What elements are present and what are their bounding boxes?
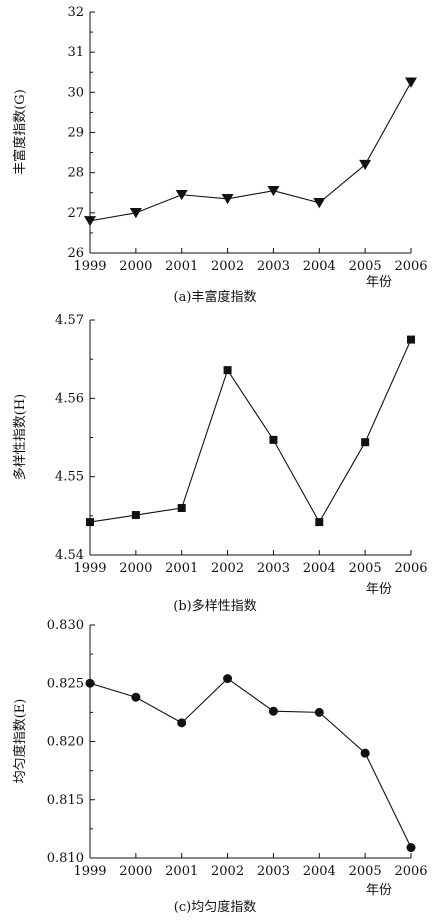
data-point <box>221 193 234 205</box>
data-point <box>406 843 416 853</box>
data-point <box>131 511 140 520</box>
x-tick-label: 2004 <box>303 864 336 879</box>
x-tick-label: 1999 <box>73 259 106 274</box>
data-point <box>267 185 280 197</box>
x-tick-label: 2000 <box>119 864 152 879</box>
x-tick-label: 2006 <box>394 864 427 879</box>
y-axis-title: 多样性指数(H) <box>12 394 28 480</box>
data-point <box>407 335 415 344</box>
data-point <box>268 706 278 716</box>
data-point <box>177 504 186 512</box>
y-tick-label: 0.825 <box>47 676 84 691</box>
data-point <box>315 518 324 527</box>
data-point <box>405 77 417 88</box>
data-point <box>223 674 233 684</box>
x-tick-label: 2000 <box>119 561 152 576</box>
data-point <box>86 518 94 527</box>
data-point <box>360 748 370 758</box>
series-line <box>89 82 412 222</box>
y-axis-title: 均匀度指数(E) <box>12 699 28 784</box>
x-tick-label: 2004 <box>303 561 336 576</box>
data-point <box>361 438 370 447</box>
chart-panel-2: 0.810 0.815 0.820 0.825 0.830 1999 2000 2001 200… <box>12 618 428 915</box>
x-tick-label: 1999 <box>73 864 106 879</box>
x-tick-label: 2001 <box>165 259 198 274</box>
chart-caption: (b)多样性指数 <box>173 598 256 614</box>
x-tick-label: 2003 <box>257 259 290 274</box>
y-tick-label: 29 <box>67 126 84 141</box>
data-point <box>131 692 141 702</box>
chart-caption: (c)均匀度指数 <box>174 899 256 915</box>
y-tick-label: 0.830 <box>47 618 84 633</box>
y-axis-title: 丰富度指数(G) <box>12 89 28 175</box>
data-point <box>269 435 278 444</box>
x-tick-label: 2005 <box>349 259 382 274</box>
x-tick-label: 2006 <box>394 259 427 274</box>
y-tick-label: 0.810 <box>47 851 84 866</box>
x-axis-title: 年份 <box>366 275 392 290</box>
data-point <box>129 208 142 219</box>
x-tick-label: 2000 <box>119 259 152 274</box>
y-tick-label: 30 <box>67 85 84 100</box>
x-tick-label: 2002 <box>211 561 244 576</box>
y-tick-label: 28 <box>67 166 84 181</box>
series-line <box>89 339 412 524</box>
x-tick-label: 2001 <box>165 561 198 576</box>
y-tick-label: 4.57 <box>55 313 84 328</box>
y-tick-label: 0.820 <box>47 735 84 750</box>
series-line <box>89 677 412 848</box>
x-tick-label: 2003 <box>257 864 290 879</box>
data-point <box>313 197 326 209</box>
x-tick-label: 2002 <box>211 864 244 879</box>
x-axis-title: 年份 <box>366 582 392 597</box>
x-tick-label: 2004 <box>303 259 336 274</box>
y-tick-label: 31 <box>67 45 84 60</box>
x-tick-label: 1999 <box>73 561 106 576</box>
data-point <box>314 707 324 717</box>
data-point <box>177 718 187 728</box>
x-tick-label: 2006 <box>394 561 427 576</box>
y-tick-label: 27 <box>67 206 84 221</box>
data-point <box>85 678 95 688</box>
x-tick-label: 2003 <box>257 561 290 576</box>
y-tick-label: 26 <box>67 246 84 261</box>
x-tick-label: 2005 <box>349 561 382 576</box>
y-tick-label: 32 <box>67 5 84 20</box>
x-tick-label: 2002 <box>211 259 244 274</box>
y-tick-label: 4.55 <box>55 470 84 485</box>
chart-panel-0: 26 27 28 29 30 31 32 1999 2000 2001 2002 2003 2004 20… <box>12 5 428 305</box>
x-axis-title: 年份 <box>366 883 392 898</box>
data-point <box>84 216 96 227</box>
data-point <box>223 366 232 375</box>
data-point <box>359 159 372 171</box>
y-tick-label: 4.54 <box>55 548 84 563</box>
x-tick-label: 2005 <box>349 864 382 879</box>
data-point <box>175 189 188 201</box>
y-tick-label: 0.815 <box>47 793 84 808</box>
y-tick-label: 4.56 <box>55 391 84 406</box>
chart-panel-1: 4.54 4.55 4.56 4.57 1999 2000 2001 2002 2003 2004… <box>12 313 428 614</box>
chart-caption: (a)丰富度指数 <box>174 289 257 305</box>
x-tick-label: 2001 <box>165 864 198 879</box>
